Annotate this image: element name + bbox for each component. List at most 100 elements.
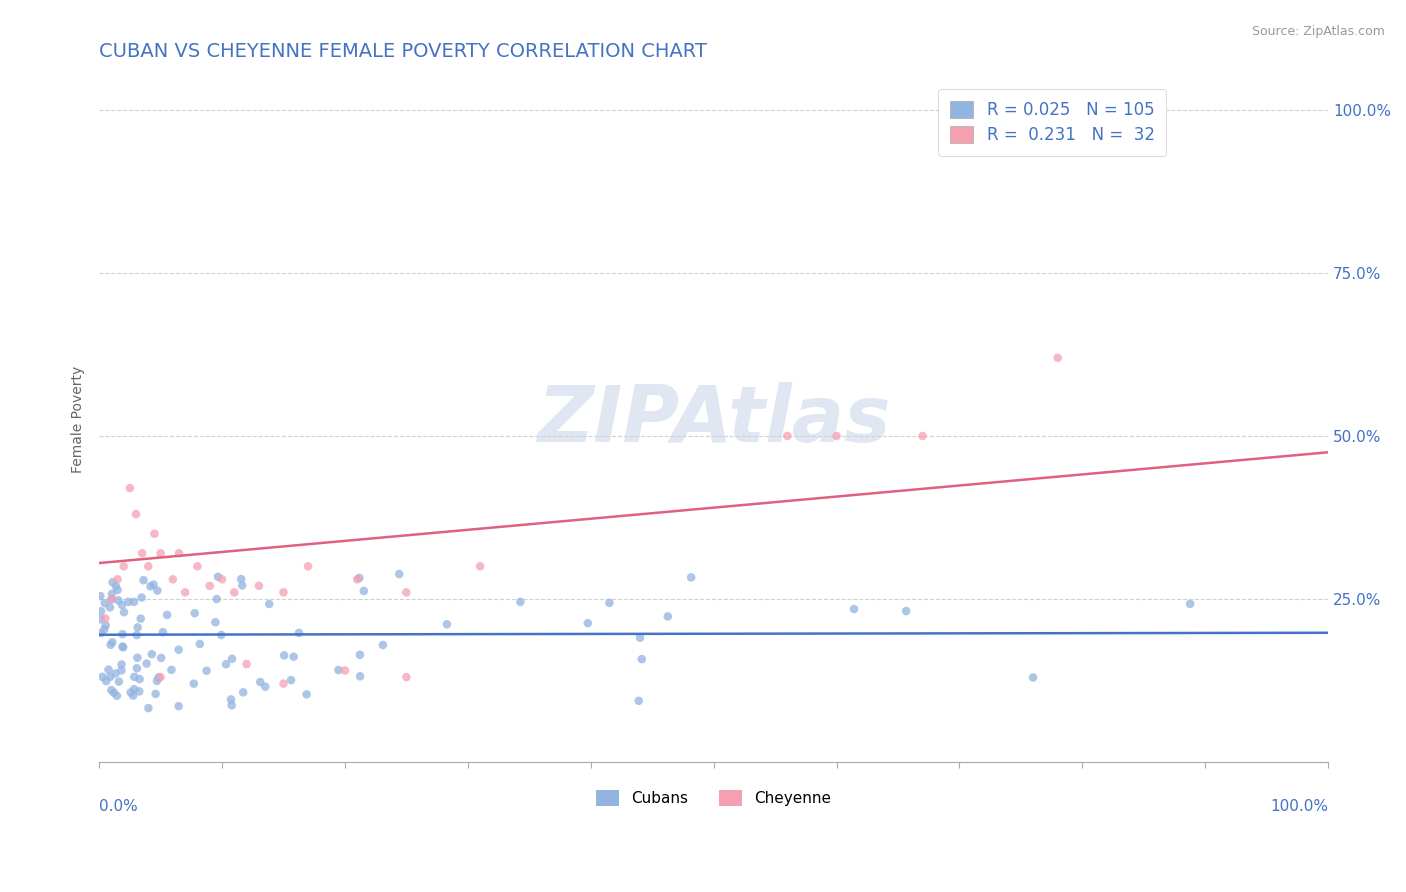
- Point: [124, 670, 146, 684]
- Point: [125, 661, 148, 675]
- Point: [273, 676, 295, 690]
- Point: [328, 663, 350, 677]
- Point: [254, 680, 277, 694]
- Point: [156, 607, 179, 622]
- Point: [100, 592, 122, 607]
- Point: [90, 626, 112, 640]
- Point: [110, 657, 132, 672]
- Point: [112, 559, 135, 574]
- Point: [150, 651, 173, 665]
- Point: [509, 595, 531, 609]
- Point: [97, 663, 120, 677]
- Point: [576, 616, 599, 631]
- Point: [215, 657, 238, 672]
- Point: [630, 652, 652, 666]
- Point: [111, 627, 134, 641]
- Point: [132, 573, 155, 587]
- Point: [105, 689, 128, 703]
- Point: [94, 618, 117, 632]
- Point: [195, 664, 218, 678]
- Point: [101, 587, 124, 601]
- Point: [209, 628, 232, 642]
- Point: [395, 670, 418, 684]
- Point: [122, 595, 145, 609]
- Point: [911, 429, 934, 443]
- Point: [627, 694, 650, 708]
- Point: [127, 620, 149, 634]
- Point: [128, 672, 150, 686]
- Point: [388, 567, 411, 582]
- Point: [283, 649, 305, 664]
- Point: [186, 559, 208, 574]
- Point: [346, 572, 368, 586]
- Point: [1046, 351, 1069, 365]
- Point: [120, 685, 142, 699]
- Point: [145, 687, 167, 701]
- Point: [221, 698, 243, 713]
- Point: [174, 585, 197, 599]
- Point: [100, 683, 122, 698]
- Point: [90, 612, 112, 626]
- Point: [219, 692, 242, 706]
- Point: [349, 669, 371, 683]
- Point: [98, 670, 121, 684]
- Point: [894, 604, 917, 618]
- Point: [235, 657, 257, 671]
- Point: [273, 585, 295, 599]
- Point: [149, 670, 172, 684]
- Point: [211, 572, 233, 586]
- Point: [125, 628, 148, 642]
- Point: [295, 687, 318, 701]
- Point: [167, 642, 190, 657]
- Point: [131, 591, 153, 605]
- Point: [135, 657, 157, 671]
- Point: [436, 617, 458, 632]
- Point: [100, 591, 122, 606]
- Point: [231, 572, 253, 586]
- Point: [825, 429, 848, 443]
- Point: [100, 638, 122, 652]
- Point: [136, 559, 159, 574]
- Point: [104, 579, 127, 593]
- Point: [198, 579, 221, 593]
- Point: [221, 652, 243, 666]
- Point: [183, 606, 205, 620]
- Point: [98, 600, 121, 615]
- Point: [152, 625, 174, 640]
- Point: [90, 604, 112, 618]
- Text: ZIPAtlas: ZIPAtlas: [537, 382, 890, 458]
- Point: [657, 609, 679, 624]
- Point: [598, 596, 620, 610]
- Point: [224, 585, 246, 599]
- Point: [101, 575, 124, 590]
- Point: [468, 559, 491, 574]
- Point: [122, 682, 145, 697]
- Point: [349, 571, 371, 585]
- Point: [188, 637, 211, 651]
- Point: [96, 674, 118, 689]
- Point: [108, 674, 131, 689]
- Point: [288, 626, 311, 640]
- Point: [231, 578, 253, 592]
- Point: [183, 676, 205, 690]
- Point: [141, 647, 163, 661]
- Point: [117, 595, 139, 609]
- Point: [94, 596, 117, 610]
- Point: [127, 650, 149, 665]
- Point: [395, 585, 418, 599]
- Point: [1022, 671, 1045, 685]
- Point: [107, 593, 129, 607]
- Point: [162, 572, 184, 586]
- Point: [131, 546, 153, 560]
- Point: [146, 583, 169, 598]
- Point: [94, 611, 117, 625]
- Point: [349, 648, 371, 662]
- Point: [167, 699, 190, 714]
- Point: [148, 670, 170, 684]
- Point: [1178, 597, 1201, 611]
- Point: [103, 686, 125, 700]
- Point: [128, 684, 150, 698]
- Point: [122, 689, 145, 703]
- Text: Source: ZipAtlas.com: Source: ZipAtlas.com: [1251, 25, 1385, 38]
- Point: [204, 615, 226, 630]
